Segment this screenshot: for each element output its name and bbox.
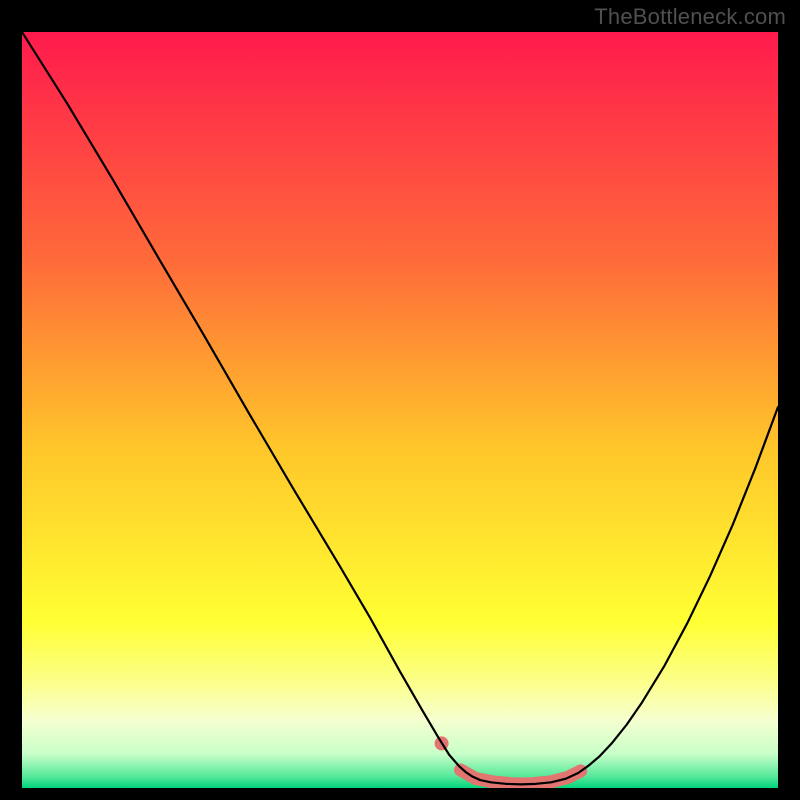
gradient-background <box>22 32 778 788</box>
chart-svg <box>22 32 778 788</box>
bottleneck-chart <box>22 32 778 788</box>
attribution-text: TheBottleneck.com <box>594 4 786 30</box>
